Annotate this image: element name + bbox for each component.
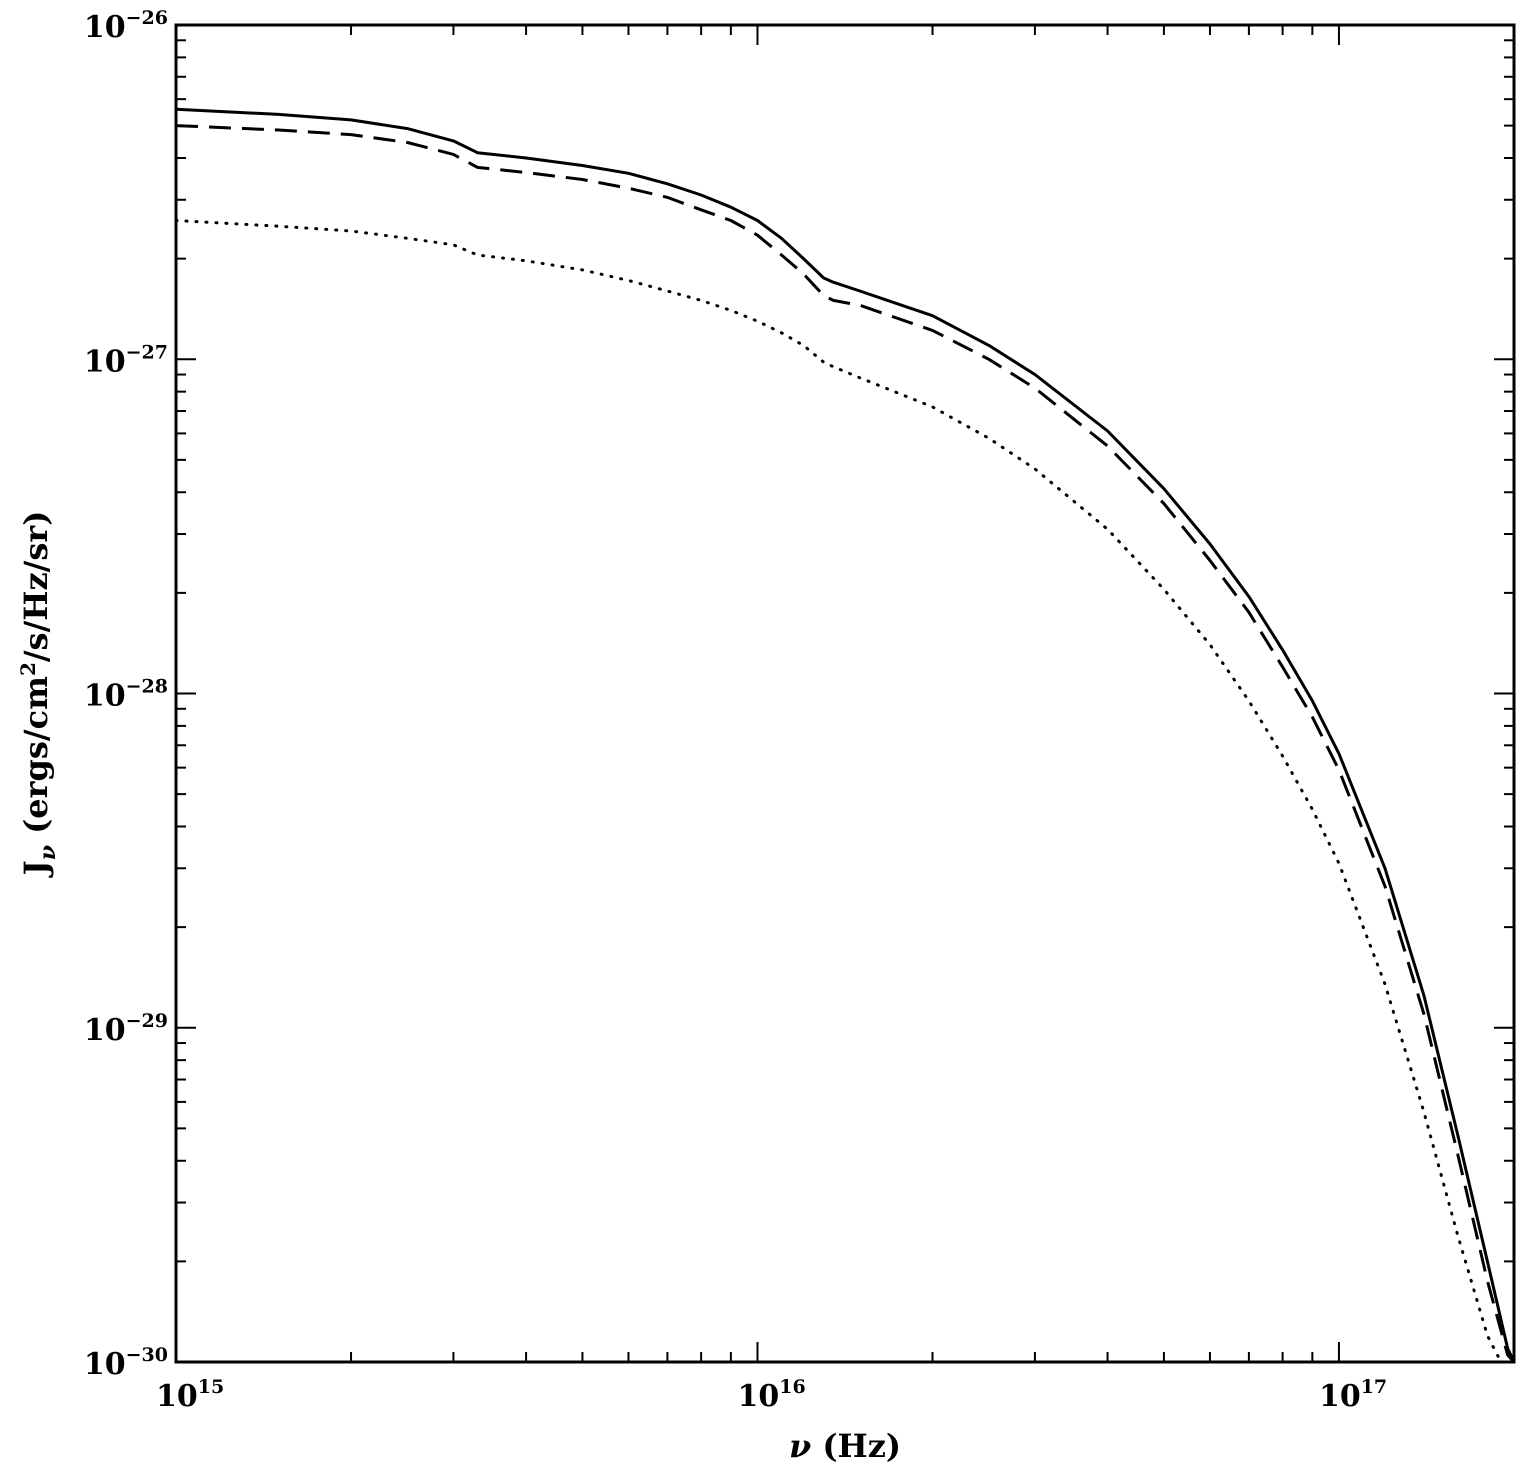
y-tick-label-base: 10 — [84, 1347, 126, 1382]
y-tick-label-base: 10 — [84, 344, 126, 379]
x-tick-label-exponent: 16 — [779, 1376, 805, 1398]
x-tick-label: 1016 — [737, 1376, 805, 1414]
x-tick-label-base: 10 — [1319, 1379, 1361, 1414]
y-tick-label: 10−28 — [84, 676, 168, 714]
y-axis-subscript: ν — [35, 845, 61, 860]
x-tick-label-base: 10 — [737, 1379, 779, 1414]
x-axis-unit: (Hz) — [822, 1427, 901, 1465]
x-tick-label: 1015 — [156, 1376, 224, 1414]
series-line-solid — [175, 107, 1516, 1363]
y-tick-label-base: 10 — [84, 10, 126, 45]
y-axis-spacer — [17, 834, 55, 845]
x-tick-label-base: 10 — [156, 1379, 198, 1414]
y-axis-symbol: J — [17, 860, 55, 878]
y-tick-label: 10−30 — [84, 1344, 168, 1382]
x-axis-label: ν (Hz) — [789, 1427, 901, 1465]
y-tick-label-exponent: −28 — [126, 676, 168, 698]
y-tick-label: 10−29 — [84, 1010, 168, 1048]
series-layer — [174, 107, 1516, 1364]
series-line-dotted — [174, 219, 1503, 1364]
plot-frame — [174, 23, 1516, 1364]
y-tick-label-exponent: −27 — [126, 341, 168, 363]
y-axis-unit-a: (ergs/cm — [17, 676, 55, 834]
y-tick-label-exponent: −26 — [126, 7, 168, 29]
y-axis-unit-sup: 2 — [16, 662, 40, 676]
y-tick-label-base: 10 — [84, 1013, 126, 1048]
y-tick-label-exponent: −29 — [126, 1010, 168, 1032]
y-tick-label: 10−27 — [84, 341, 168, 379]
y-axis-unit-b: /s/Hz/sr) — [17, 511, 55, 663]
axis-ticks — [175, 24, 1515, 1363]
x-tick-label: 1017 — [1319, 1376, 1387, 1414]
x-axis-symbol: ν — [789, 1427, 811, 1465]
y-tick-label-base: 10 — [84, 679, 126, 714]
x-tick-label-exponent: 17 — [1361, 1376, 1387, 1398]
y-tick-label-exponent: −30 — [126, 1344, 168, 1366]
y-axis-label: Jν (ergs/cm2/s/Hz/sr) — [16, 511, 61, 879]
series-line-dashed — [175, 124, 1516, 1364]
y-tick-label: 10−26 — [84, 7, 168, 45]
x-tick-label-exponent: 15 — [198, 1376, 224, 1398]
